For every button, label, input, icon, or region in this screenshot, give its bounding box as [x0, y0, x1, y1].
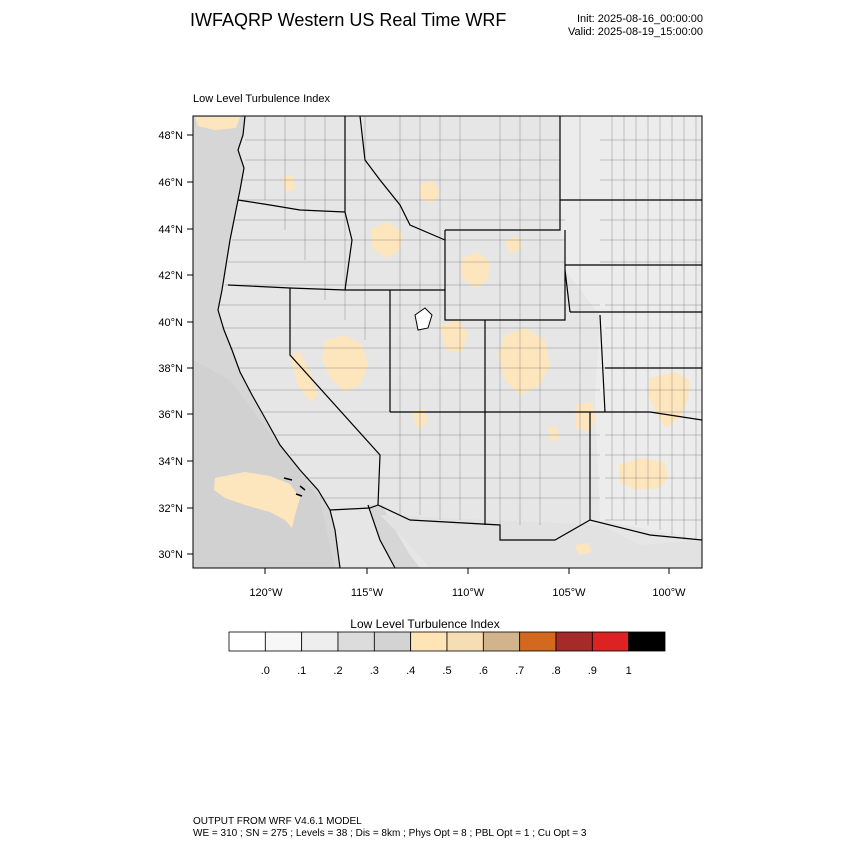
- state-boundaries: [217, 115, 703, 569]
- turbulence-patch-bighorn: [505, 236, 522, 254]
- border-ok-tx: [600, 411, 703, 421]
- border-ca-nv: [289, 288, 381, 506]
- colorbar-label: .5: [442, 665, 451, 677]
- lat-label-32: 32°N: [158, 503, 183, 515]
- init-time: Init: 2025-08-16_00:00:00: [577, 13, 703, 25]
- colorbar-label: .4: [406, 665, 415, 677]
- lat-label-30: 30°N: [158, 549, 183, 561]
- lon-labels: 120°W 115°W 110°W 105°W 100°W: [249, 587, 686, 599]
- turbulence-patch-sierra: [290, 352, 318, 402]
- turbulence-patch-texas: [618, 458, 668, 490]
- lat-label-44: 44°N: [158, 224, 183, 236]
- colorbar-label: 1: [626, 665, 632, 677]
- colorbar-swatch: [301, 631, 339, 652]
- colorbar-label: .2: [333, 665, 342, 677]
- lon-label-115: 115°W: [351, 587, 384, 599]
- lat-labels: 48°N 46°N 44°N 42°N 40°N 38°N 36°N 34°N …: [158, 130, 183, 561]
- model-footer: OUTPUT FROM WRF V4.6.1 MODEL WE = 310 ; …: [193, 816, 586, 840]
- gulf-of-california: [368, 505, 420, 568]
- colorbar-swatch: [628, 631, 666, 652]
- lat-axis: [187, 134, 193, 555]
- lon-label-110: 110°W: [452, 587, 485, 599]
- turbulence-patch-colorado: [498, 328, 550, 395]
- lat-label-38: 38°N: [158, 363, 183, 375]
- channel-islands: [283, 477, 306, 497]
- colorbar-swatch: [228, 631, 266, 652]
- turbulence-patch-oklahoma: [648, 372, 690, 428]
- border-montana-wy: [445, 116, 561, 231]
- time-info: Init: 2025-08-16_00:00:00 Valid: 2025-08…: [568, 13, 703, 39]
- colorbar: .0 .1 .2 .3 .4 .5 .6 .7 .8 .9 1: [228, 631, 666, 677]
- lon-axis: [264, 568, 670, 574]
- lat-label-34: 34°N: [158, 456, 183, 468]
- lat-label-42: 42°N: [158, 270, 183, 282]
- lat-label-40: 40°N: [158, 317, 183, 329]
- coastline: [217, 115, 341, 569]
- border-wy-co-ut: [444, 230, 566, 321]
- colorbar-swatch: [373, 631, 412, 652]
- turbulence-patch-nevada: [322, 335, 368, 392]
- county-lines: [220, 116, 702, 540]
- plot-subtitle: Low Level Turbulence Index: [193, 93, 330, 105]
- colorbar-label: .1: [297, 665, 306, 677]
- colorbar-swatch: [591, 631, 630, 652]
- colorbar-label: .6: [479, 665, 488, 677]
- mexico-region: [380, 515, 702, 568]
- turbulence-patch-rio-grande: [548, 426, 560, 442]
- valid-time: Valid: 2025-08-19_15:00:00: [568, 26, 703, 38]
- colorbar-label: .8: [551, 665, 560, 677]
- turbulence-patch-wyoming: [462, 252, 490, 288]
- footer-line-1: OUTPUT FROM WRF V4.6.1 MODEL: [193, 816, 362, 827]
- border-id-montana: [359, 115, 446, 241]
- lon-label-105: 105°W: [552, 587, 586, 599]
- border-wa-or: [237, 199, 346, 213]
- lat-label-36: 36°N: [158, 409, 183, 421]
- turbulence-patch-wa-cascades: [282, 174, 296, 192]
- baja-gulf-coast: [367, 504, 396, 569]
- colorbar-label: .3: [370, 665, 379, 677]
- turbulence-patch-socal-bight: [214, 472, 300, 528]
- colorbar-swatch: [482, 631, 521, 652]
- turbulence-patch-newmexico: [575, 402, 596, 432]
- map-frame: [192, 115, 703, 569]
- colorbar-swatch: [410, 631, 448, 652]
- lat-label-48: 48°N: [158, 130, 183, 142]
- turbulence-patch-mexico: [575, 543, 592, 555]
- colorbar-swatch: [555, 631, 593, 652]
- colorbar-swatch: [519, 631, 557, 652]
- border-panhandle: [599, 314, 606, 413]
- border-mexico: [329, 504, 703, 541]
- lat-label-46: 46°N: [158, 177, 183, 189]
- border-idaho-west: [344, 116, 353, 291]
- great-salt-lake: [414, 307, 433, 331]
- map-panel: [193, 115, 703, 569]
- colorbar-label: .9: [588, 665, 597, 677]
- colorbar-title: Low Level Turbulence Index: [350, 617, 500, 631]
- turbulence-patch-coast-north: [195, 117, 240, 130]
- footer-line-2: WE = 310 ; SN = 275 ; Levels = 38 ; Dis …: [193, 828, 587, 839]
- colorbar-swatch: [264, 631, 303, 652]
- colorbar-label: .7: [515, 665, 524, 677]
- lon-label-100: 100°W: [652, 587, 686, 599]
- colorbar-swatch: [446, 631, 484, 652]
- turbulence-patch-montana: [420, 180, 440, 204]
- main-title: IWFAQRP Western US Real Time WRF: [190, 10, 507, 30]
- lon-label-120: 120°W: [249, 587, 283, 599]
- border-co-ks: [564, 269, 571, 313]
- colorbar-label: .0: [261, 665, 270, 677]
- ocean-shading: [193, 360, 335, 568]
- colorbar-swatch: [337, 631, 375, 652]
